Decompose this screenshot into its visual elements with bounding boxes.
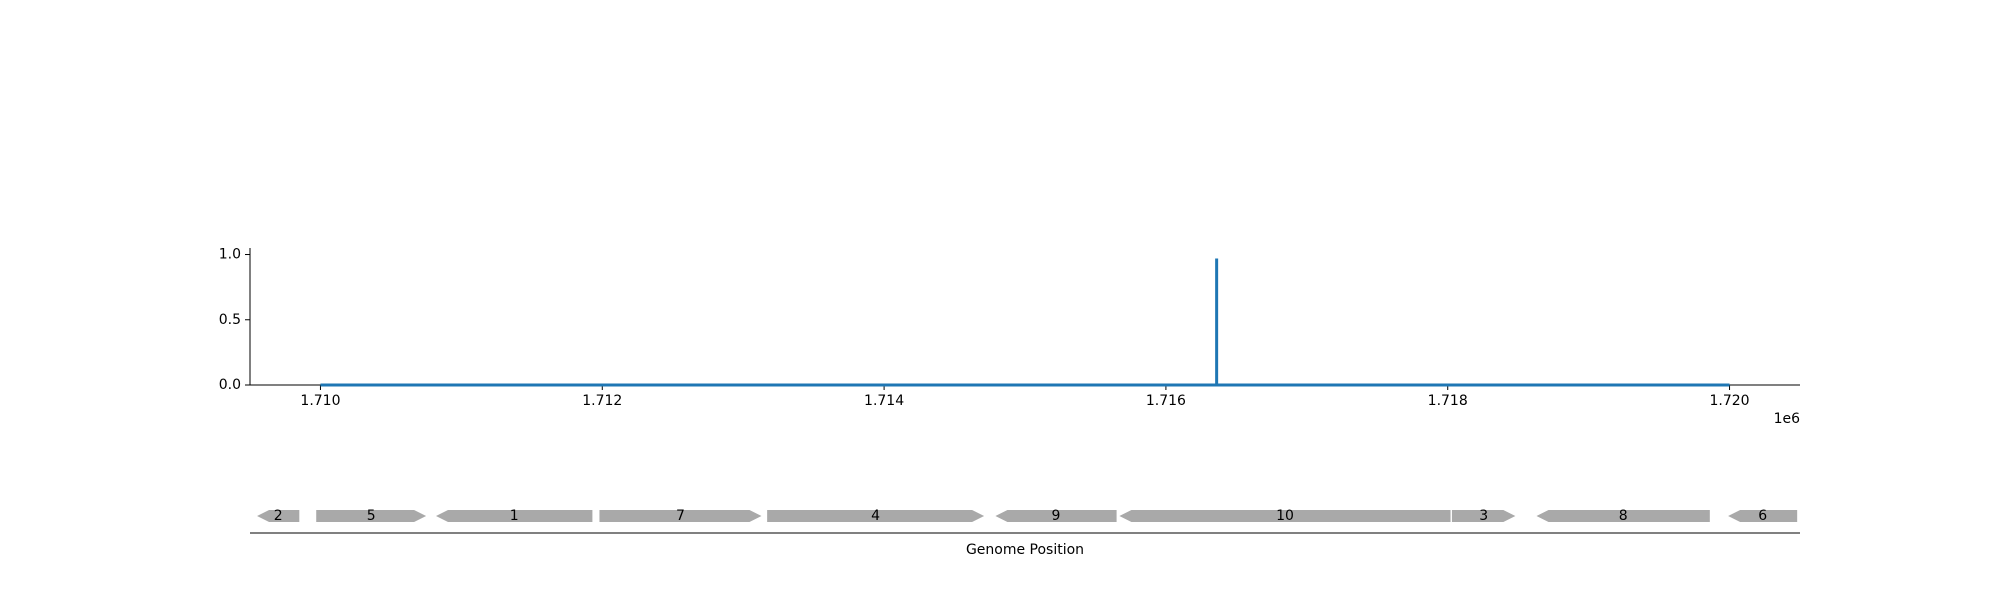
gene-track: 2 5 1 7 4 9 10 3 8 6 Genome Position — [250, 508, 1800, 558]
gene-arrow — [1119, 510, 1451, 522]
gene-label: 7 — [676, 508, 685, 524]
x-ticks: 1.710 1.712 1.714 1.716 1.718 1.720 — [300, 385, 1750, 409]
x-tick-label: 1.720 — [1709, 393, 1749, 409]
gene-label: 6 — [1758, 508, 1767, 524]
gene-label: 10 — [1276, 508, 1294, 524]
gene-arrow — [599, 510, 762, 522]
signal-series-line — [320, 258, 1730, 387]
gene-label: 4 — [871, 508, 880, 524]
x-tick-label: 1.718 — [1428, 393, 1468, 409]
y-tick-label: 1.0 — [219, 247, 241, 263]
gene-arrow — [995, 510, 1117, 522]
gene-label: 8 — [1619, 508, 1628, 524]
gene-arrow — [436, 510, 593, 522]
gene-arrow — [1728, 510, 1798, 522]
y-ticks: 0.0 0.5 1.0 — [219, 247, 250, 393]
x-tick-label: 1.712 — [582, 393, 622, 409]
gene-label: 9 — [1052, 508, 1061, 524]
genes-layer: 2 5 1 7 4 9 10 3 8 6 — [257, 508, 1798, 524]
gene-arrow — [1451, 510, 1516, 522]
y-tick-label: 0.5 — [219, 312, 241, 328]
gene-arrow — [767, 510, 985, 522]
gene-label: 5 — [367, 508, 376, 524]
x-axis-offset-label: 1e6 — [1774, 411, 1801, 427]
signal-plot: 0.0 0.5 1.0 1.710 1.712 1.714 1.716 1.718 1.720… — [219, 247, 1800, 427]
gene-label: 1 — [510, 508, 519, 524]
gene-arrow — [1536, 510, 1710, 522]
y-tick-label: 0.0 — [219, 377, 241, 393]
gene-label: 2 — [274, 508, 283, 524]
x-tick-label: 1.716 — [1146, 393, 1186, 409]
gene-arrow — [257, 510, 300, 522]
gene-arrow — [316, 510, 427, 522]
gene-track-xlabel: Genome Position — [966, 542, 1084, 558]
x-tick-label: 1.714 — [864, 393, 904, 409]
gene-label: 3 — [1479, 508, 1488, 524]
x-tick-label: 1.710 — [300, 393, 340, 409]
series-layer — [320, 258, 1730, 387]
